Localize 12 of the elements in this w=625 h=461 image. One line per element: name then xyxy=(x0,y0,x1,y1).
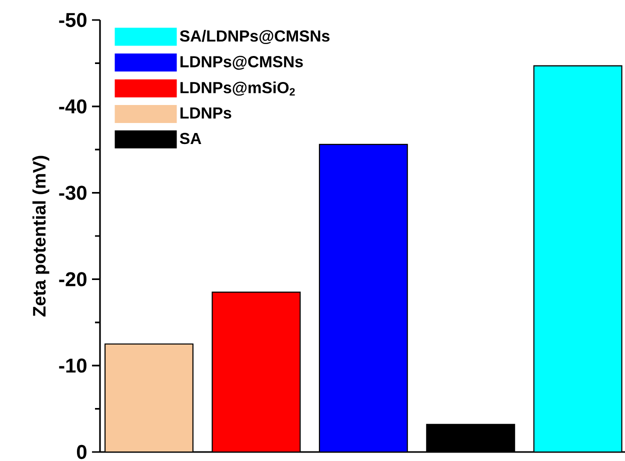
legend-label: SA/LDNPs@CMSNs xyxy=(180,30,330,44)
y-tick-label: -20 xyxy=(59,272,86,286)
legend-label: SA xyxy=(180,132,202,144)
y-tick-label: -10 xyxy=(59,358,86,373)
legend-label: LDNPs xyxy=(180,107,232,119)
y-tick-label: -40 xyxy=(59,99,86,114)
y-axis-title: Zeta potential (mV) xyxy=(32,156,50,316)
legend-label: LDNPs@mSiO$_{2}$ xyxy=(180,82,295,96)
y-tick-label: 0 xyxy=(76,444,86,460)
y-tick-label: -50 xyxy=(59,12,86,28)
legend-label: LDNPs@CMSNs xyxy=(180,56,303,70)
y-tick-label: -30 xyxy=(59,186,86,200)
